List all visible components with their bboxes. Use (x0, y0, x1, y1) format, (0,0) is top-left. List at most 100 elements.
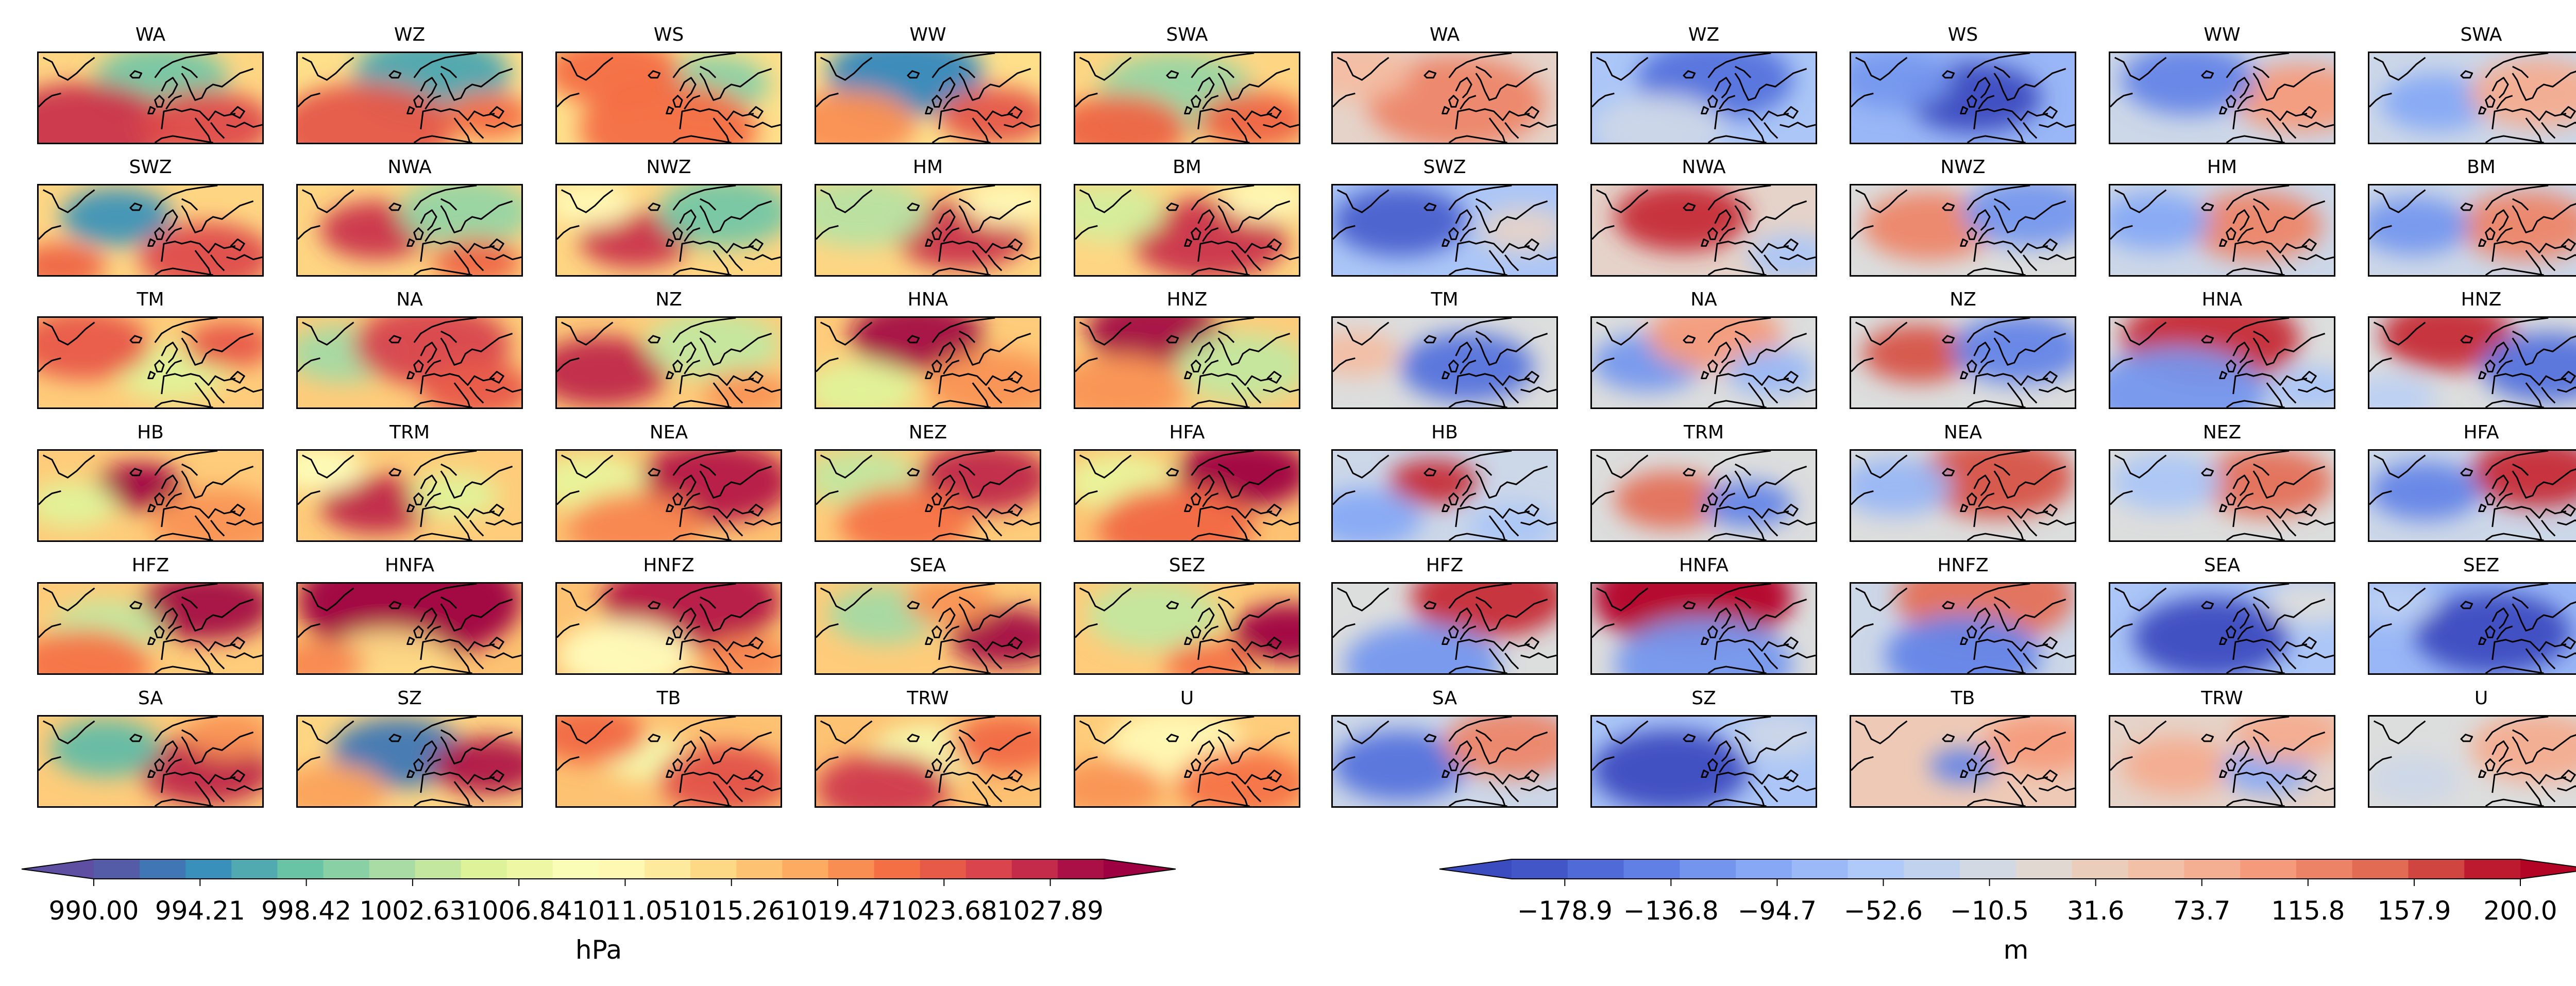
contour-map (816, 584, 1040, 673)
colorbar-segment (415, 859, 462, 879)
colorbar-tick-label: 157.9 (2377, 896, 2451, 926)
anomaly-field (298, 641, 365, 673)
anomaly-field (2188, 191, 2323, 261)
contour-map (816, 185, 1040, 275)
anomaly-field (298, 451, 365, 492)
panel-title: SEZ (2463, 555, 2500, 576)
colorbar-tick-label: −10.5 (1950, 896, 2029, 926)
height-anomaly-map (1331, 582, 1558, 675)
height-anomaly-map (2109, 715, 2335, 808)
coastline (1851, 185, 2075, 275)
anomaly-field (1963, 185, 2075, 248)
contour-map (298, 451, 521, 540)
colorbar-segment (323, 859, 370, 879)
contour-map (2369, 185, 2576, 275)
anomaly-field (961, 185, 1040, 227)
panel-title: HNFZ (643, 555, 694, 576)
coastline (816, 318, 1040, 407)
colorbar-segment (185, 859, 232, 879)
anomaly-field (1075, 94, 1187, 143)
contour-map (1075, 717, 1299, 806)
coastline (1851, 717, 2075, 806)
anomaly-field (1221, 185, 1299, 223)
height-anomaly-map (1590, 449, 1817, 542)
contour-map (298, 584, 521, 673)
pressure-anomaly-map (296, 582, 523, 675)
pressure-anomaly-map (815, 582, 1041, 675)
contour-map (557, 318, 781, 407)
anomaly-field (2369, 584, 2437, 625)
height-anomaly-map (1331, 449, 1558, 542)
panel-title: HFZ (131, 555, 170, 576)
contour-map (1075, 584, 1299, 673)
anomaly-field (1097, 486, 1255, 540)
panel-title: WS (653, 24, 684, 45)
panel-title: SZ (1691, 688, 1716, 709)
anomaly-field (2110, 453, 2222, 512)
coastline (1333, 185, 1556, 275)
coastline (39, 53, 262, 143)
panel-title: NWA (1682, 157, 1726, 178)
coastline (1075, 584, 1299, 673)
colorbar-segment (2128, 859, 2184, 879)
colorbar-segment (1904, 859, 1960, 879)
coastline (1851, 451, 2075, 540)
contour-map (298, 53, 521, 143)
height-anomaly-map (2368, 184, 2576, 277)
coastline (2369, 717, 2576, 806)
pressure-anomaly-map (1074, 449, 1300, 542)
coastline (816, 717, 1040, 806)
contour-map (2369, 53, 2576, 143)
colorbar-segment (2352, 859, 2409, 879)
contour-map (2110, 717, 2334, 806)
pressure-anomaly-map (37, 52, 264, 144)
anomaly-field (94, 463, 184, 510)
height-anomaly-map (1850, 449, 2076, 542)
height-colorbar (1439, 859, 2576, 886)
contour-map (1592, 451, 1816, 540)
pressure-anomaly-map (37, 715, 264, 808)
colorbar-outline (1439, 859, 2576, 879)
contour-map (1851, 53, 2075, 143)
anomaly-field (928, 350, 1040, 407)
anomaly-field (816, 90, 917, 143)
anomaly-field (838, 487, 973, 540)
colorbar-segment (2184, 859, 2241, 879)
anomaly-field (39, 243, 106, 275)
contour-map (1075, 53, 1299, 143)
anomaly-field (1704, 481, 1793, 528)
pressure-anomaly-map (37, 449, 264, 542)
anomaly-field (579, 82, 758, 143)
panel-title: TRW (907, 688, 949, 709)
anomaly-field (1333, 53, 1411, 100)
panel-title: WZ (1688, 24, 1720, 45)
height-anomaly-map (1850, 316, 2076, 409)
colorbar-segment (140, 859, 186, 879)
colorbar-tick-label: 998.42 (261, 896, 352, 926)
panel-title: HNA (907, 289, 948, 310)
anomaly-field (1918, 451, 2075, 519)
height-anomaly-map (2109, 582, 2335, 675)
coastline (298, 53, 521, 143)
panel-title: U (1180, 688, 1194, 709)
anomaly-field (2233, 717, 2334, 764)
panel-title: TRW (2201, 688, 2243, 709)
anomaly-field (2266, 584, 2334, 625)
anomaly-field (1366, 56, 1546, 143)
anomaly-field (1075, 354, 1187, 407)
pressure-anomaly-map (555, 184, 782, 277)
anomaly-field (1445, 717, 1556, 779)
coastline (1851, 53, 2075, 143)
coastline (557, 584, 781, 673)
anomaly-field (1851, 457, 1952, 516)
colorbar-segment (1057, 859, 1104, 879)
panel-title: NZ (655, 289, 682, 310)
height-anomaly-map (1850, 715, 2076, 808)
anomaly-field (1985, 717, 2075, 773)
contour-map (816, 451, 1040, 540)
height-anomaly-map (2109, 184, 2335, 277)
colorbar-tick-label: −94.7 (1737, 896, 1817, 926)
contour-map (39, 584, 262, 673)
coastline (2110, 717, 2334, 806)
